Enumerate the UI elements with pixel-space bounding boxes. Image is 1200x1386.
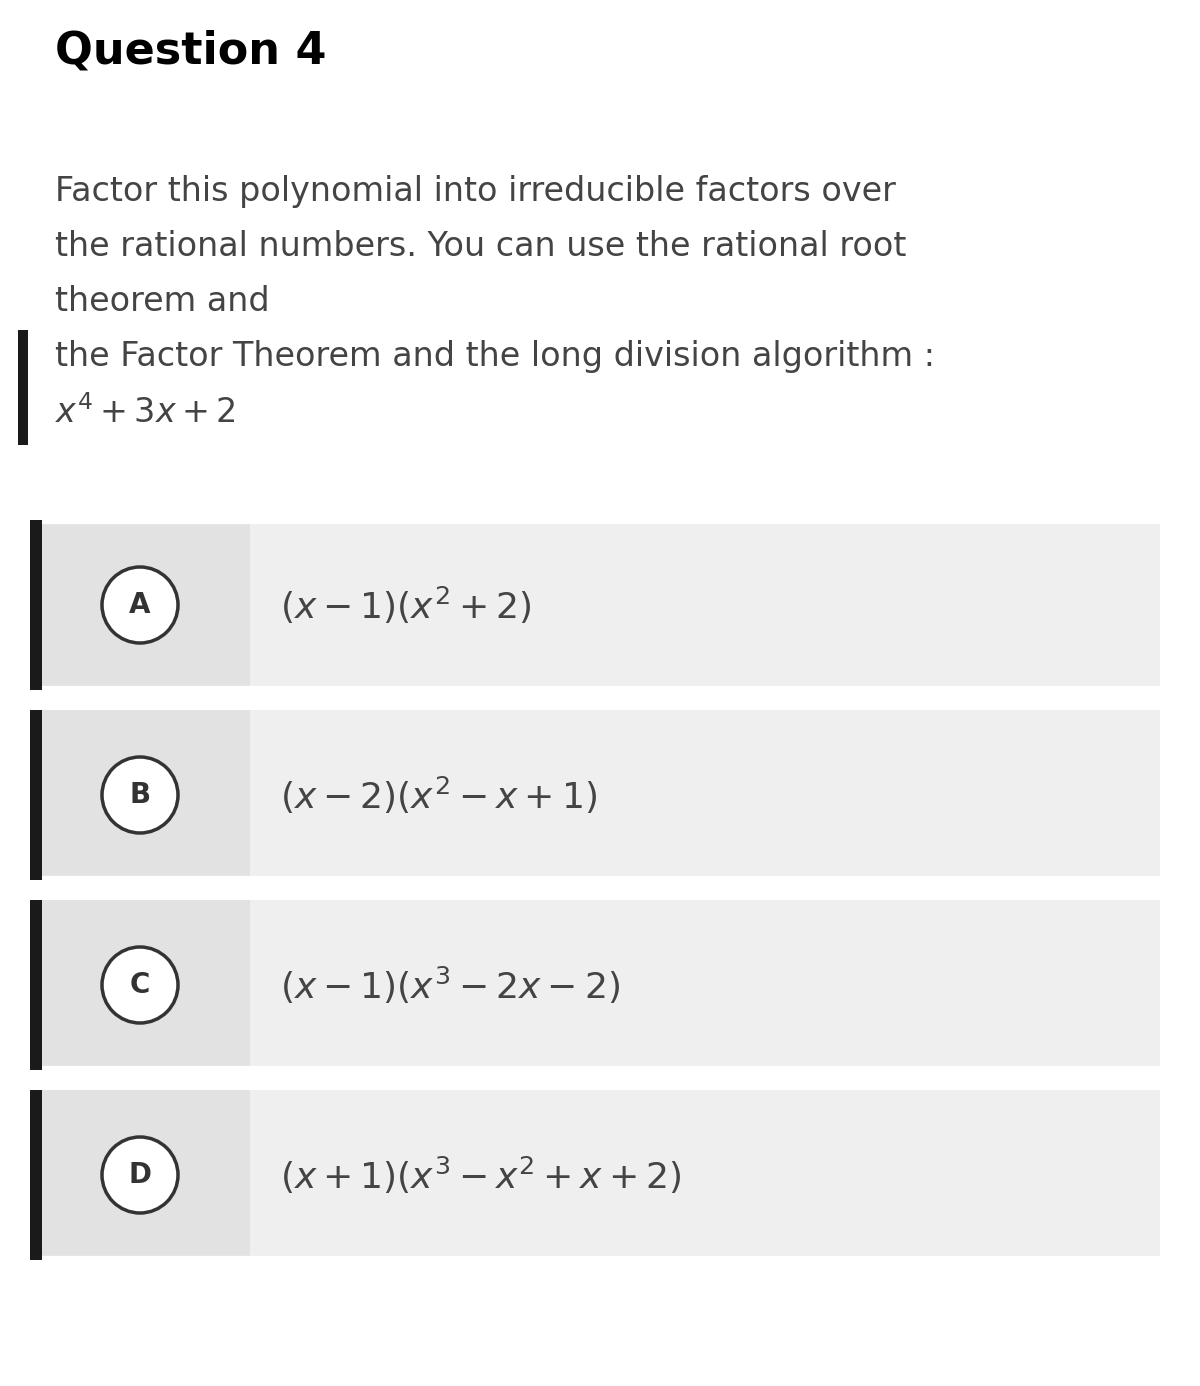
Text: theorem and: theorem and [55,286,270,317]
Bar [30,520,250,690]
Text: A: A [130,590,151,620]
Circle shape [102,947,178,1023]
Bar [30,710,250,880]
Bar [30,520,42,690]
Bar [250,900,1160,1070]
Bar [30,1089,42,1260]
Text: C: C [130,972,150,999]
Bar [30,900,250,1070]
Bar [18,330,28,445]
Text: $x^4+3x+2$: $x^4+3x+2$ [55,395,236,430]
Text: $(x+1)(x^3-x^2+x+2)$: $(x+1)(x^3-x^2+x+2)$ [280,1155,682,1196]
Text: D: D [128,1161,151,1189]
Circle shape [102,1137,178,1213]
Text: the Factor Theorem and the long division algorithm :: the Factor Theorem and the long division… [55,340,935,373]
Text: Factor this polynomial into irreducible factors over: Factor this polynomial into irreducible … [55,175,896,208]
Bar [30,1089,250,1260]
Bar [30,900,42,1070]
Text: $(x-1)(x^3-2x-2)$: $(x-1)(x^3-2x-2)$ [280,965,620,1006]
Text: $(x-1)(x^2+2)$: $(x-1)(x^2+2)$ [280,585,532,625]
Bar [250,710,1160,880]
Circle shape [102,757,178,833]
Bar [30,710,42,880]
Bar [250,520,1160,690]
Circle shape [102,567,178,643]
Text: $(x-2)(x^2-x+1)$: $(x-2)(x^2-x+1)$ [280,775,598,815]
Text: Question 4: Question 4 [55,30,326,73]
Text: B: B [130,780,150,809]
Text: the rational numbers. You can use the rational root: the rational numbers. You can use the ra… [55,230,906,263]
Bar [250,1089,1160,1260]
